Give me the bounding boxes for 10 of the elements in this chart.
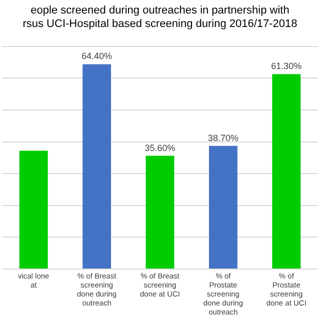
bar xyxy=(272,74,301,268)
data-label: 61.30% xyxy=(271,61,302,72)
bar xyxy=(146,156,174,268)
bar xyxy=(19,150,48,268)
data-label: 64.40% xyxy=(82,51,112,62)
data-label: 38.70% xyxy=(208,132,238,143)
chart-title: eople screened during outreaches in partnership with rsus UCI-Hospital based screening during 2016/17-2018 xyxy=(22,4,298,30)
bar xyxy=(82,64,112,268)
bar xyxy=(208,146,238,268)
data-label: 35.60% xyxy=(144,142,176,153)
